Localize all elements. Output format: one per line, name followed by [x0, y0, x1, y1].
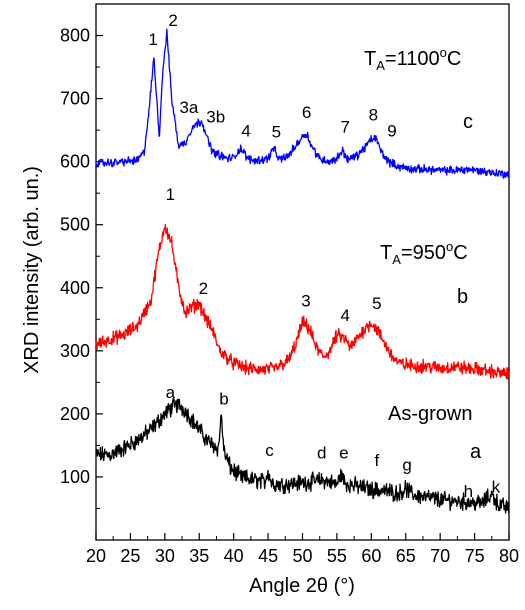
series-label-1100-sub: A: [376, 58, 385, 73]
peak-label: 5: [372, 294, 381, 313]
peak-label: 4: [241, 121, 250, 140]
series-label-as-grown: As-grown: [388, 403, 472, 425]
y-tick-label: 800: [60, 26, 90, 46]
y-tick-label: 700: [60, 89, 90, 109]
y-tick-labels: 100 200 300 400 500 600 700 800: [60, 26, 90, 487]
series-label-1100-unit: C: [447, 48, 461, 70]
series-label-950-sup: o: [446, 239, 453, 254]
y-tick-label: 500: [60, 215, 90, 235]
series-label-950-t: T: [380, 242, 392, 264]
peak-label: e: [339, 444, 348, 463]
peak-label: 7: [340, 118, 349, 137]
axis-ticks: [95, 3, 510, 540]
x-tick-label: 50: [292, 546, 312, 566]
x-tick-labels: 20 25 30 35 40 45 50 55 60 65 70 75 80: [86, 546, 519, 566]
peak-label: 3b: [206, 108, 225, 127]
series-letter-b: b: [457, 286, 468, 308]
x-tick-label: 60: [361, 546, 381, 566]
peak-label: g: [402, 456, 411, 475]
series-label-1100-value: =1100: [385, 48, 440, 70]
peak-label: b: [219, 389, 228, 408]
series-label-1100: TA=1100oC: [364, 45, 461, 73]
x-tick-label: 80: [499, 546, 519, 566]
peak-label: 1: [166, 185, 175, 204]
x-tick-label: 65: [396, 546, 416, 566]
series-label-950: TA=950oC: [380, 239, 468, 267]
y-tick-label: 600: [60, 152, 90, 172]
series-label-950-unit: C: [453, 242, 467, 264]
series-line-0: [95, 398, 510, 514]
peak-label: 6: [302, 103, 311, 122]
peak-label: 8: [369, 106, 378, 125]
peak-label: 1: [148, 30, 157, 49]
x-tick-label: 40: [224, 546, 244, 566]
series-label-1100-t: T: [364, 48, 376, 70]
peak-label: a: [166, 383, 176, 402]
peak-label: 2: [199, 279, 208, 298]
peak-label: k: [492, 478, 501, 497]
series-letter-c: c: [463, 111, 473, 133]
y-tick-label: 100: [60, 467, 90, 487]
peak-label: h: [464, 482, 473, 501]
x-tick-label: 45: [258, 546, 278, 566]
peak-label: c: [265, 441, 274, 460]
y-tick-label: 200: [60, 404, 90, 424]
x-tick-label: 35: [189, 546, 209, 566]
peak-label: 4: [340, 306, 349, 325]
x-tick-label: 30: [155, 546, 175, 566]
series-label-1100-sup: o: [440, 45, 447, 60]
series-letter-a: a: [470, 441, 482, 463]
peak-label: 5: [272, 123, 281, 142]
series-line-2: [95, 28, 510, 179]
plot-frame: [95, 3, 510, 541]
peak-label: 2: [168, 11, 177, 30]
x-tick-label: 70: [430, 546, 450, 566]
x-axis-label: Angle 2θ (°): [249, 575, 355, 597]
y-tick-label: 400: [60, 278, 90, 298]
y-axis-label: XRD intensity (arb. un.): [21, 166, 43, 374]
x-tick-label: 20: [86, 546, 106, 566]
peak-label: 9: [387, 121, 396, 140]
peak-label: 3: [301, 292, 310, 311]
x-tick-label: 55: [327, 546, 347, 566]
x-tick-label: 75: [465, 546, 485, 566]
series-line-1: [95, 223, 510, 380]
series-label-950-sub: A: [392, 252, 401, 267]
series-lines: [95, 28, 510, 514]
peak-label: d: [317, 444, 326, 463]
series-label-950-value: =950: [401, 242, 446, 264]
peak-label: 3a: [179, 98, 198, 117]
y-tick-label: 300: [60, 341, 90, 361]
peak-label: f: [374, 451, 379, 470]
x-tick-label: 25: [120, 546, 140, 566]
